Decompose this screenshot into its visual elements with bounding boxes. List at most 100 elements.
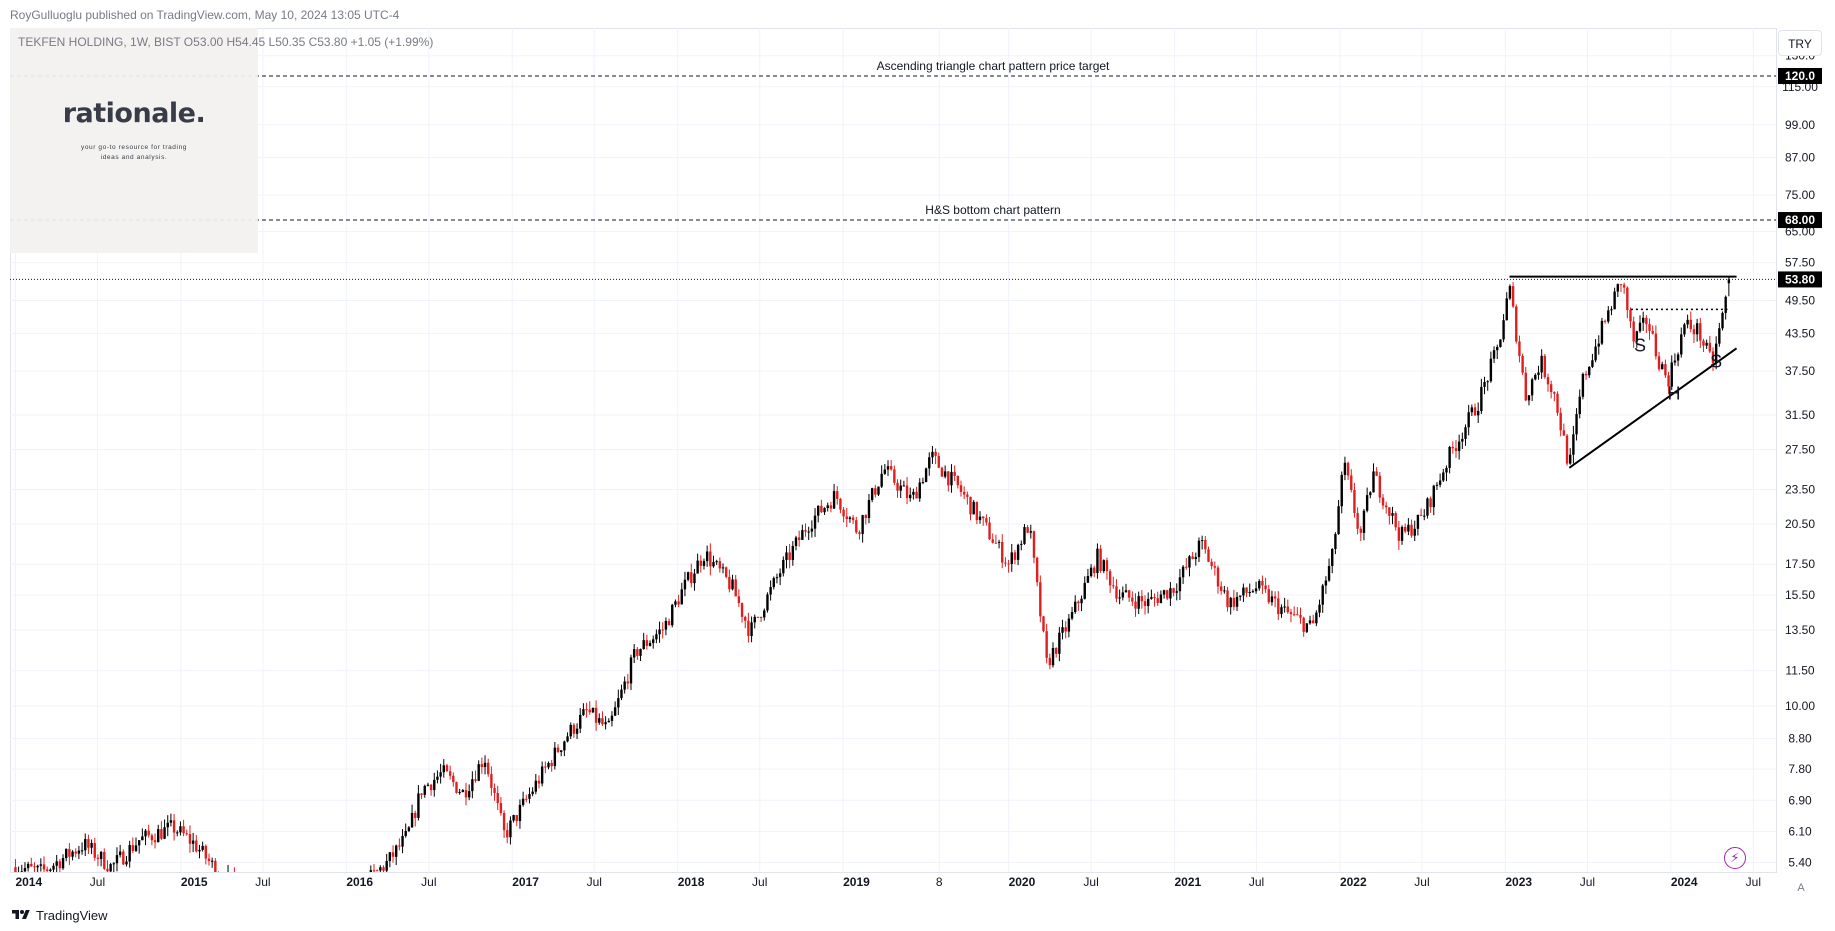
candle [23, 862, 27, 872]
candle [398, 838, 401, 851]
candle-body [1261, 580, 1264, 586]
candle [985, 514, 988, 526]
candle [823, 507, 826, 515]
candle-body [620, 689, 623, 699]
candle-body [1270, 596, 1274, 603]
candle [1654, 325, 1658, 360]
candle [426, 782, 430, 787]
candle-body [313, 901, 315, 913]
auto-scale-button[interactable]: A [1797, 882, 1805, 894]
candle-body [1134, 601, 1137, 609]
candle-body [394, 845, 398, 857]
candle [319, 904, 321, 924]
candle-body [153, 840, 157, 843]
candle [512, 814, 515, 823]
candle-body [864, 515, 868, 518]
candle-body [690, 572, 693, 584]
candle [1283, 597, 1286, 613]
candle [1502, 314, 1505, 343]
candle [1061, 619, 1064, 640]
candle-body [1048, 657, 1052, 666]
chart-frame[interactable] [10, 28, 1777, 873]
candle [233, 867, 235, 872]
candle-body [1305, 623, 1309, 632]
candle [1267, 584, 1270, 605]
candle [420, 793, 423, 800]
candle-body [1156, 598, 1159, 604]
level-price-badge[interactable]: 68.00 [1778, 212, 1822, 229]
candle [1410, 519, 1413, 538]
candle-body [658, 629, 661, 635]
candle-body [33, 866, 36, 868]
candle-body [966, 494, 969, 497]
candle [506, 822, 509, 844]
candle-body [1486, 381, 1489, 383]
candle [1407, 518, 1410, 536]
candle-body [579, 714, 582, 729]
candle-body [1353, 490, 1356, 514]
candle [629, 654, 633, 691]
candle [1429, 496, 1432, 513]
candle [153, 833, 157, 849]
y-tick-label: 7.80 [1788, 762, 1812, 776]
candle [388, 851, 392, 868]
candle [924, 467, 928, 483]
candle-body [1096, 548, 1099, 574]
currency-button[interactable]: TRY [1778, 30, 1822, 56]
candle-body [134, 845, 138, 851]
candle [1635, 330, 1639, 348]
level-label: Ascending triangle chart pattern price t… [877, 59, 1110, 73]
candle-body [791, 546, 795, 560]
candle-body [686, 572, 690, 580]
candle-body [540, 766, 544, 784]
candle-body [157, 829, 160, 843]
candle-body [667, 620, 671, 626]
candle [950, 464, 953, 493]
candle [322, 909, 324, 927]
candle [1258, 579, 1261, 591]
candle [861, 514, 864, 543]
candle [429, 783, 433, 796]
symbol-legend[interactable]: TEKFEN HOLDING, 1W, BIST O53.00 H54.45 L… [18, 35, 434, 49]
candle [1219, 581, 1223, 595]
candle-body [401, 835, 404, 847]
candle [1483, 376, 1486, 395]
candle [1292, 606, 1296, 617]
candle [1432, 484, 1435, 516]
flash-icon[interactable]: ⚡ [1724, 847, 1746, 869]
candle [423, 784, 426, 798]
last-price-badge[interactable]: 53.80 [1778, 271, 1822, 288]
candle [756, 616, 760, 619]
candle [1346, 461, 1350, 480]
candle-body [550, 762, 553, 767]
candle [1093, 565, 1096, 578]
candle [1559, 407, 1562, 437]
y-tick-label: 8.80 [1788, 732, 1812, 746]
level-price-badge[interactable]: 120.0 [1778, 67, 1822, 84]
candle-body [1426, 498, 1429, 516]
candle-body [388, 852, 392, 861]
candle [1350, 469, 1353, 493]
candle [262, 893, 264, 909]
candle [214, 858, 217, 872]
candle-body [652, 639, 655, 643]
candle [747, 612, 750, 643]
candle-body [125, 861, 128, 865]
candle-body [1210, 561, 1213, 567]
candle [1511, 282, 1515, 308]
candle [807, 526, 810, 541]
candle [550, 759, 553, 772]
price-axis[interactable]: 130.0115.0099.0087.0075.0065.0057.5049.5… [1778, 49, 1822, 870]
candle-body [591, 707, 595, 713]
time-axis[interactable]: 2014 Jul 2015 Jul 2016 Jul 2017 Jul 2018 Jul 2019 8… [15, 875, 1761, 889]
candle-body [1695, 323, 1699, 335]
candle-body [1359, 528, 1362, 533]
candle [220, 873, 222, 886]
candle [997, 539, 1001, 549]
candle-body [1248, 591, 1251, 593]
candle-body [278, 892, 280, 905]
candle-body [319, 906, 321, 916]
candle [115, 847, 119, 872]
candle-body [433, 779, 436, 791]
